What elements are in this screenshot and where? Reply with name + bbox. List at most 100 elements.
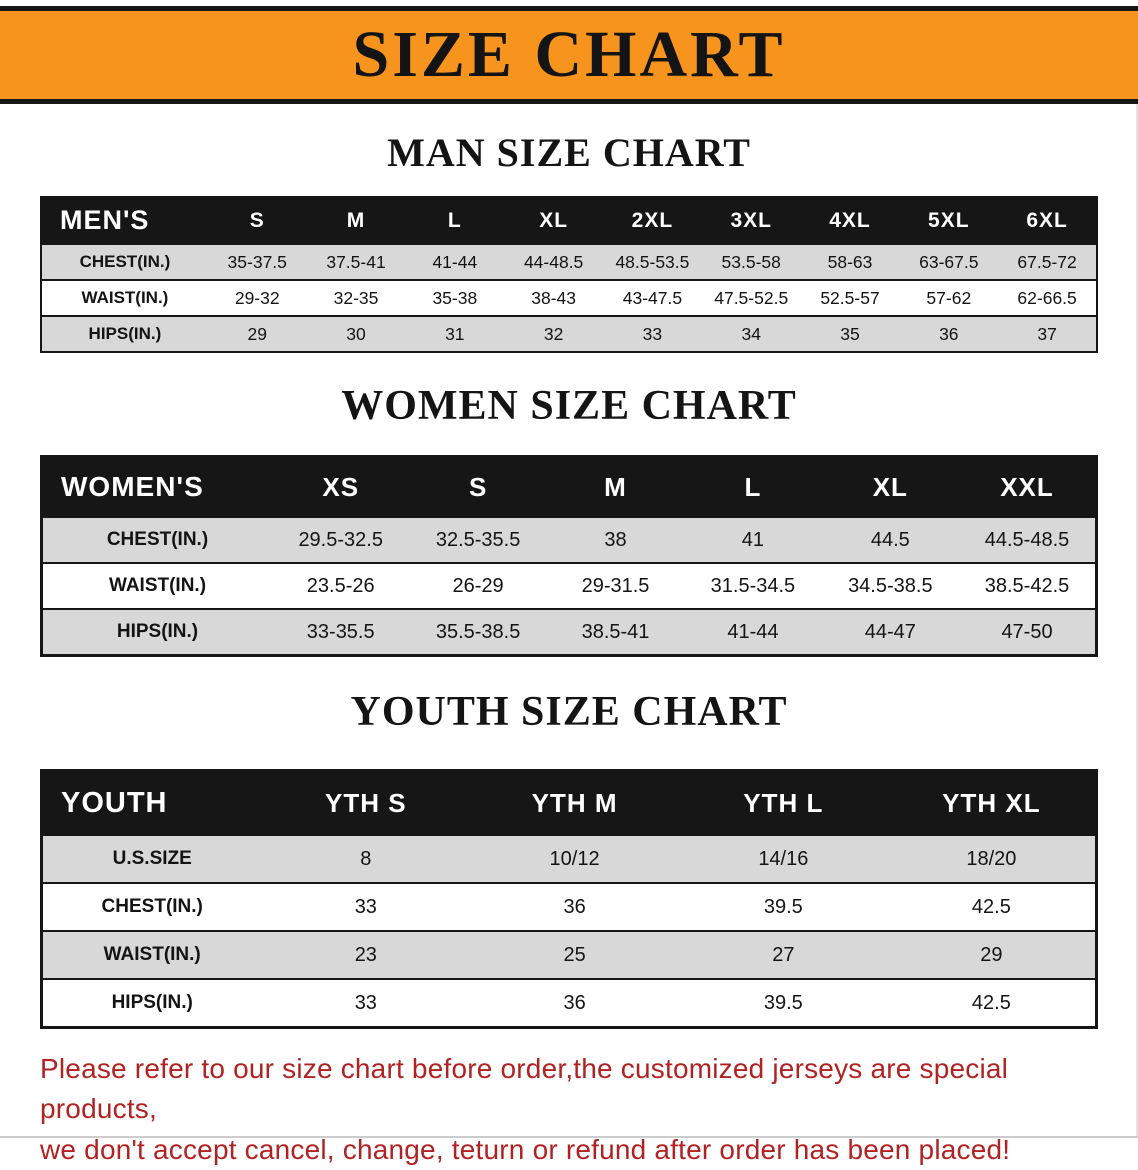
size-column-header-cell: YTH M [470, 770, 679, 835]
size-value-cell: 44-48.5 [504, 243, 604, 280]
size-value-cell: 27 [678, 930, 888, 979]
size-value-cell: 30 [306, 315, 406, 352]
disclaimer-line-2: we don't accept cancel, change, teturn o… [40, 1133, 1011, 1165]
disclaimer: Please refer to our size chart before or… [40, 1049, 1096, 1170]
size-value-cell: 34.5-38.5 [821, 562, 960, 609]
size-value-cell: 32.5-35.5 [409, 516, 547, 563]
row-label-cell: WAIST(IN.) [41, 279, 208, 316]
table-row: CHEST(IN.) 33 36 39.5 42.5 [41, 882, 1097, 931]
size-chart-banner: SIZE CHART [0, 6, 1138, 104]
size-value-cell: 36 [899, 315, 999, 352]
size-value-cell: 32-35 [306, 279, 406, 316]
size-value-cell: 29 [207, 315, 307, 352]
size-column-header-cell: L [684, 456, 822, 517]
size-value-cell: 29-32 [207, 279, 307, 316]
row-label-cell: CHEST(IN.) [41, 243, 208, 280]
size-value-cell: 41-44 [684, 608, 822, 656]
size-column-header-cell: S [207, 197, 307, 244]
table-row: HIPS(IN.) 33 36 39.5 42.5 [41, 978, 1097, 1028]
table-row: U.S.SIZE 8 10/12 14/16 18/20 [41, 834, 1097, 883]
row-label-cell: CHEST(IN.) [41, 516, 272, 563]
womens-size-table: WOMEN'S XS S M L XL XXL CHEST(IN.) 29.5-32.5 32.… [40, 455, 1098, 657]
size-column-header-cell: L [405, 197, 505, 244]
size-chart-page: SIZE CHART MAN SIZE CHART MEN'S S M L XL 2XL 3… [0, 6, 1138, 1170]
size-column-header-cell: 2XL [603, 197, 702, 244]
man-size-chart-heading: MAN SIZE CHART [387, 130, 751, 175]
size-value-cell: 39.5 [678, 978, 888, 1028]
size-column-header-cell: 5XL [899, 197, 999, 244]
table-row: WAIST(IN.) 23 25 27 29 [41, 930, 1097, 979]
table-row: CHEST(IN.) 29.5-32.5 32.5-35.5 38 41 44.5 44.5… [41, 516, 1097, 563]
size-value-cell: 36 [470, 978, 679, 1028]
youth-size-chart-heading: YOUTH SIZE CHART [350, 689, 788, 735]
size-value-cell: 26-29 [409, 562, 547, 609]
size-value-cell: 33 [261, 978, 471, 1028]
size-value-cell: 29 [887, 930, 1097, 979]
size-column-header-cell: 4XL [800, 197, 900, 244]
size-column-header-cell: XL [504, 197, 604, 244]
size-value-cell: 39.5 [678, 882, 888, 931]
size-value-cell: 38 [546, 516, 685, 563]
size-value-cell: 23.5-26 [272, 562, 410, 609]
size-value-cell: 34 [701, 315, 801, 352]
table-row: CHEST(IN.) 35-37.5 37.5-41 41-44 44-48.5 48.5… [41, 243, 1097, 280]
row-label-cell: HIPS(IN.) [41, 978, 262, 1028]
size-value-cell: 44.5-48.5 [959, 516, 1097, 563]
size-column-header-cell: XS [272, 456, 410, 517]
size-value-cell: 8 [261, 834, 471, 883]
youth-size-table: YOUTH YTH S YTH M YTH L YTH XL U.S.SIZE 8 10/1… [40, 769, 1098, 1029]
table-row: WAIST(IN.) 29-32 32-35 35-38 38-43 43-47.5 47.… [41, 279, 1097, 316]
size-value-cell: 47-50 [959, 608, 1097, 656]
table-row: HIPS(IN.) 33-35.5 35.5-38.5 38.5-41 41-44 44-… [41, 608, 1097, 656]
table-row: HIPS(IN.) 29 30 31 32 33 34 35 36 37 [41, 315, 1097, 352]
size-column-header-cell: YTH XL [887, 770, 1097, 835]
size-column-header-cell: M [306, 197, 406, 244]
row-label-cell: U.S.SIZE [41, 834, 262, 883]
row-label-cell: HIPS(IN.) [41, 608, 272, 656]
size-column-header-cell: XXL [959, 456, 1097, 517]
size-value-cell: 33 [603, 315, 702, 352]
row-label-cell: WAIST(IN.) [41, 930, 262, 979]
size-column-header-cell: 3XL [701, 197, 801, 244]
size-value-cell: 48.5-53.5 [603, 243, 702, 280]
size-value-cell: 31 [405, 315, 505, 352]
size-value-cell: 42.5 [887, 978, 1097, 1028]
size-value-cell: 43-47.5 [603, 279, 702, 316]
size-value-cell: 32 [504, 315, 604, 352]
size-value-cell: 31.5-34.5 [684, 562, 822, 609]
size-value-cell: 25 [470, 930, 679, 979]
size-value-cell: 44.5 [821, 516, 960, 563]
women-size-chart-heading: WOMEN SIZE CHART [341, 383, 797, 429]
womens-table-header-row: WOMEN'S XS S M L XL XXL [41, 456, 1097, 517]
size-value-cell: 52.5-57 [800, 279, 900, 316]
size-value-cell: 35 [800, 315, 900, 352]
size-value-cell: 38-43 [504, 279, 604, 316]
size-chart-title: SIZE CHART [352, 18, 786, 91]
size-value-cell: 57-62 [899, 279, 999, 316]
size-value-cell: 42.5 [887, 882, 1097, 931]
size-value-cell: 41-44 [405, 243, 505, 280]
size-value-cell: 36 [470, 882, 679, 931]
size-column-header-cell: XL [821, 456, 960, 517]
size-value-cell: 44-47 [821, 608, 960, 656]
size-value-cell: 38.5-42.5 [959, 562, 1097, 609]
size-value-cell: 10/12 [470, 834, 679, 883]
size-value-cell: 35-37.5 [207, 243, 307, 280]
table-category-header-cell: WOMEN'S [41, 456, 272, 517]
mens-size-table: MEN'S S M L XL 2XL 3XL 4XL 5XL 6XL CHEST(IN.) 35-3… [40, 196, 1098, 353]
size-value-cell: 63-67.5 [899, 243, 999, 280]
table-category-header-cell: MEN'S [41, 197, 208, 244]
size-column-header-cell: YTH L [678, 770, 888, 835]
size-column-header-cell: YTH S [261, 770, 471, 835]
size-value-cell: 23 [261, 930, 471, 979]
size-value-cell: 29.5-32.5 [272, 516, 410, 563]
size-value-cell: 62-66.5 [998, 279, 1097, 316]
row-label-cell: HIPS(IN.) [41, 315, 208, 352]
row-label-cell: CHEST(IN.) [41, 882, 262, 931]
size-value-cell: 33-35.5 [272, 608, 410, 656]
size-value-cell: 33 [261, 882, 471, 931]
size-value-cell: 35.5-38.5 [409, 608, 547, 656]
size-value-cell: 18/20 [887, 834, 1097, 883]
size-value-cell: 35-38 [405, 279, 505, 316]
size-column-header-cell: S [409, 456, 547, 517]
